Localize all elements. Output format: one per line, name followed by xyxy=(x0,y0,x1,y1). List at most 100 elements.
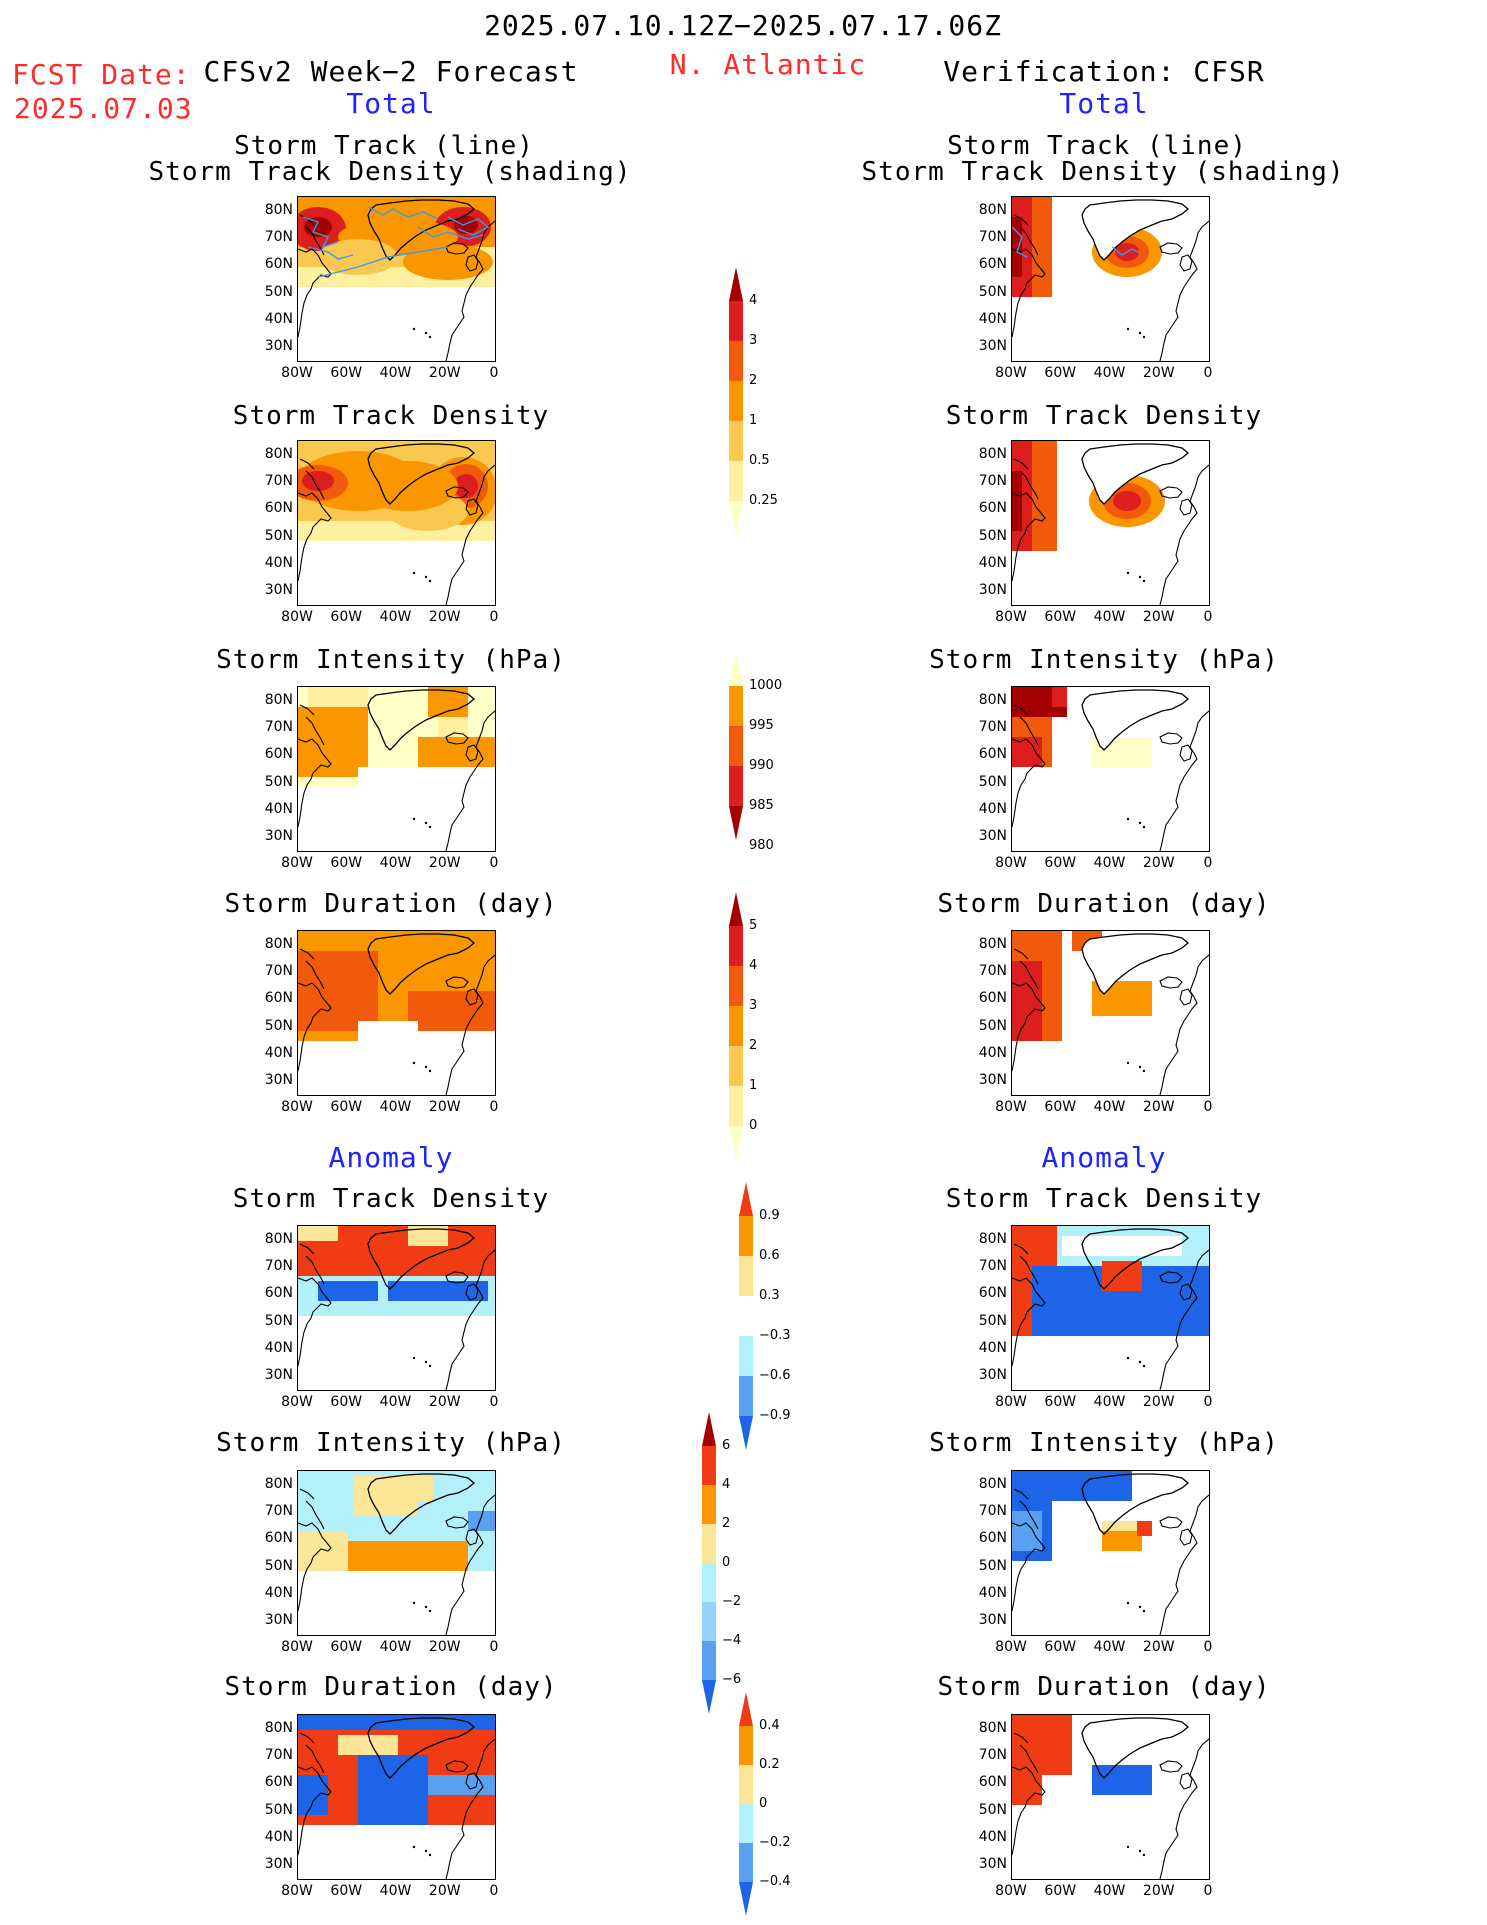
coastline xyxy=(1012,738,1046,828)
lat-tick-label: 80N xyxy=(978,1475,1007,1492)
island-dot xyxy=(424,331,428,335)
lon-tick-label: 60W xyxy=(330,1639,363,1655)
lat-tick-label: 70N xyxy=(264,963,293,979)
lon-tick-label: 80W xyxy=(281,855,313,871)
island-coast xyxy=(445,486,469,499)
coastline xyxy=(1159,1738,1209,1879)
island-dot xyxy=(412,1845,416,1849)
lat-tick-label: 80N xyxy=(978,445,1007,462)
left-anom-density-field xyxy=(298,1226,495,1390)
lat-tick-label: 70N xyxy=(264,229,293,245)
lat-tick-label: 40N xyxy=(264,1829,293,1845)
coastline xyxy=(1013,1732,1039,1774)
colorbar-segment xyxy=(739,1256,753,1296)
island-coast xyxy=(1159,486,1183,499)
island-dot xyxy=(1138,575,1142,579)
coastline xyxy=(1012,982,1046,1072)
shade-cell xyxy=(1012,1775,1042,1805)
colorbar-segment xyxy=(702,1563,716,1602)
colorbar-tick-label: 2 xyxy=(749,1038,758,1053)
island-dot xyxy=(412,327,416,331)
shade-cell xyxy=(298,1041,495,1095)
lat-tick-label: 40N xyxy=(978,311,1007,327)
greenland-coast xyxy=(367,1473,476,1535)
lat-tick-label: 60N xyxy=(264,256,293,273)
shade-cell xyxy=(428,687,468,717)
island-dot xyxy=(428,579,432,583)
island-coast xyxy=(1179,1283,1193,1301)
lat-tick-label: 80N xyxy=(978,691,1007,708)
colorbar-segment xyxy=(729,1046,743,1086)
island-dot xyxy=(1138,1849,1142,1853)
lat-tick-label: 50N xyxy=(264,1557,293,1574)
left-anom-duration-field xyxy=(298,1715,495,1879)
shade-cell xyxy=(428,1795,495,1825)
right-anom-intensity-title: Storm Intensity (hPa) xyxy=(929,1428,1279,1458)
lon-tick-label: 0 xyxy=(1203,1639,1213,1655)
right-track-shading-title: Storm Track Density (shading) xyxy=(861,157,1345,187)
lat-tick-label: 50N xyxy=(978,1801,1007,1818)
island-coast xyxy=(445,1760,469,1773)
lon-tick-label: 40W xyxy=(1093,365,1126,381)
lon-tick-label: 60W xyxy=(330,1883,363,1899)
colorbar-segment xyxy=(739,1216,753,1256)
right-duration-title: Storm Duration (day) xyxy=(937,889,1271,919)
island-dot xyxy=(412,817,416,821)
lon-tick-label: 80W xyxy=(281,1099,313,1115)
lat-tick-label: 30N xyxy=(264,1612,293,1629)
lon-tick-label: 0 xyxy=(1203,1883,1213,1899)
colorbar-tick-label: −0.2 xyxy=(759,1835,791,1850)
island-dot xyxy=(424,1065,428,1069)
left-duration-title: Storm Duration (day) xyxy=(224,889,558,919)
lat-tick-label: 50N xyxy=(978,773,1007,790)
lat-tick-label: 30N xyxy=(264,1367,293,1384)
colorbar-segment xyxy=(729,926,743,966)
colorbar-cap-top xyxy=(729,267,743,301)
lon-tick-label: 20W xyxy=(1142,609,1175,625)
storm-track-line xyxy=(307,246,354,260)
colorbar-tick-label: 1 xyxy=(749,1078,758,1093)
coastline xyxy=(1012,248,1046,338)
lon-tick-label: 40W xyxy=(1093,1394,1126,1410)
storm-track-line xyxy=(317,246,449,278)
greenland-coast xyxy=(1081,199,1190,261)
island-dot xyxy=(1138,1065,1142,1069)
lat-tick-label: 40N xyxy=(264,1340,293,1356)
lat-tick-label: 50N xyxy=(978,1312,1007,1329)
lat-tick-label: 70N xyxy=(978,1503,1007,1519)
island-dot xyxy=(1126,571,1130,575)
lon-tick-label: 60W xyxy=(1044,609,1077,625)
lat-tick-label: 30N xyxy=(264,828,293,845)
shade-cell xyxy=(408,1226,448,1246)
lon-tick-label: 0 xyxy=(489,1883,499,1899)
lat-tick-label: 40N xyxy=(978,1829,1007,1845)
colorbar-segment xyxy=(729,461,743,501)
island-dot xyxy=(424,1849,428,1853)
lon-tick-label: 0 xyxy=(489,1099,499,1115)
shade-cell xyxy=(1012,217,1022,277)
shade-cell xyxy=(298,1531,348,1571)
coastline xyxy=(298,1522,332,1612)
shade-cell xyxy=(302,471,334,491)
colorbar-segment xyxy=(739,1843,753,1882)
island-dot xyxy=(1142,825,1146,829)
lon-tick-label: 0 xyxy=(489,609,499,625)
island-dot xyxy=(1126,1601,1130,1605)
lat-tick-label: 40N xyxy=(978,801,1007,817)
coastline xyxy=(1013,214,1039,256)
colorbar-tick-label: 0 xyxy=(759,1796,768,1811)
left-track-line-title: Storm Track (line) xyxy=(234,131,534,161)
lat-tick-label: 70N xyxy=(264,719,293,735)
colorbar-segment xyxy=(729,381,743,421)
island-dot xyxy=(412,1061,416,1065)
lat-tick-label: 40N xyxy=(264,311,293,327)
lat-tick-label: 60N xyxy=(978,256,1007,273)
shade-cell xyxy=(298,951,378,1031)
colorbar-segment xyxy=(739,1376,753,1416)
coastline xyxy=(1012,492,1046,582)
shade-cell xyxy=(298,1775,328,1815)
lat-tick-label: 50N xyxy=(978,1017,1007,1034)
lon-tick-label: 80W xyxy=(281,1639,313,1655)
lat-tick-label: 60N xyxy=(264,1285,293,1302)
island-dot xyxy=(424,1605,428,1609)
